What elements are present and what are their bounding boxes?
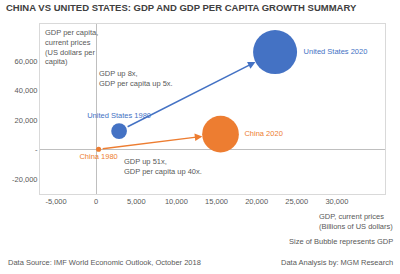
svg-text:CHINA VS UNITED STATES: GDP AN: CHINA VS UNITED STATES: GDP AND GDP PER …: [6, 2, 357, 13]
svg-text:United States 2020: United States 2020: [304, 47, 368, 56]
svg-text:GDP per capita,current prices(: GDP per capita,current prices(US dollars…: [45, 28, 98, 66]
svg-text:10,000: 10,000: [165, 197, 188, 206]
svg-text:United States 1980: United States 1980: [87, 111, 151, 120]
svg-text:Data Analysis by: MGM Research: Data Analysis by: MGM Research: [281, 258, 393, 267]
svg-text:GDP up 8x,GDP per capita up 5x: GDP up 8x,GDP per capita up 5x.: [99, 69, 173, 88]
svg-text:-5,000: -5,000: [45, 197, 66, 206]
svg-text:-: -: [35, 145, 38, 154]
svg-text:20,000: 20,000: [245, 197, 268, 206]
svg-text:Data Source: IMF World Economi: Data Source: IMF World Economic Outlook,…: [8, 258, 201, 267]
svg-text:25,000: 25,000: [285, 197, 308, 206]
svg-text:0: 0: [94, 197, 98, 206]
svg-text:-20,000: -20,000: [12, 175, 37, 184]
svg-text:Size of Bubble represents GDP: Size of Bubble represents GDP: [289, 237, 393, 246]
svg-text:China 1980: China 1980: [79, 152, 117, 161]
svg-text:GDP up 51x,GDP per capita up 4: GDP up 51x,GDP per capita up 40x.: [124, 157, 202, 176]
svg-text:5,000: 5,000: [127, 197, 146, 206]
svg-text:20,000: 20,000: [15, 116, 38, 125]
svg-text:60,000: 60,000: [15, 57, 38, 66]
svg-text:40,000: 40,000: [15, 86, 38, 95]
svg-text:15,000: 15,000: [205, 197, 228, 206]
svg-text:30,000: 30,000: [325, 197, 348, 206]
svg-text:China 2020: China 2020: [244, 129, 282, 138]
svg-text:GDP, current prices(Billions o: GDP, current prices(Billions of US dolla…: [319, 212, 393, 231]
